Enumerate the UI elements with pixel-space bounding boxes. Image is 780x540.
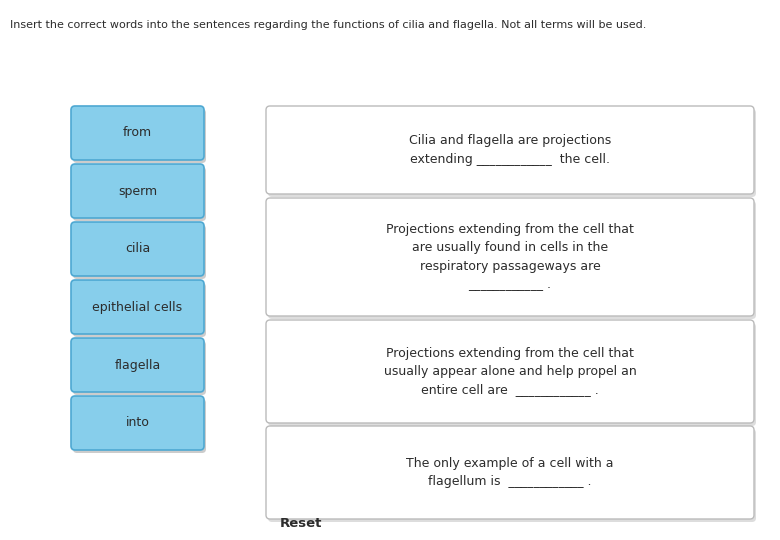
Text: into: into xyxy=(126,416,150,429)
FancyBboxPatch shape xyxy=(71,396,204,450)
Text: Insert the correct words into the sentences regarding the functions of cilia and: Insert the correct words into the senten… xyxy=(10,20,647,30)
Text: cilia: cilia xyxy=(125,242,150,255)
Text: from: from xyxy=(123,126,152,139)
FancyBboxPatch shape xyxy=(71,280,204,334)
FancyBboxPatch shape xyxy=(266,198,754,316)
FancyBboxPatch shape xyxy=(71,338,204,392)
Text: Projections extending from the cell that
usually appear alone and help propel an: Projections extending from the cell that… xyxy=(384,347,636,396)
FancyBboxPatch shape xyxy=(73,109,206,163)
Text: Reset: Reset xyxy=(280,517,322,530)
FancyBboxPatch shape xyxy=(266,320,754,423)
FancyBboxPatch shape xyxy=(73,225,206,279)
FancyBboxPatch shape xyxy=(268,429,756,522)
Text: flagella: flagella xyxy=(115,359,161,372)
Text: sperm: sperm xyxy=(118,185,157,198)
FancyBboxPatch shape xyxy=(268,201,756,319)
FancyBboxPatch shape xyxy=(73,283,206,337)
FancyBboxPatch shape xyxy=(73,341,206,395)
FancyBboxPatch shape xyxy=(268,323,756,426)
FancyBboxPatch shape xyxy=(71,222,204,276)
Text: The only example of a cell with a
flagellum is  ____________ .: The only example of a cell with a flagel… xyxy=(406,457,614,488)
FancyBboxPatch shape xyxy=(268,109,756,197)
Text: Cilia and flagella are projections
extending ____________  the cell.: Cilia and flagella are projections exten… xyxy=(409,134,611,166)
FancyBboxPatch shape xyxy=(73,399,206,453)
FancyBboxPatch shape xyxy=(71,106,204,160)
FancyBboxPatch shape xyxy=(71,164,204,218)
Text: Projections extending from the cell that
are usually found in cells in the
respi: Projections extending from the cell that… xyxy=(386,222,634,291)
FancyBboxPatch shape xyxy=(73,167,206,221)
FancyBboxPatch shape xyxy=(266,426,754,519)
Text: epithelial cells: epithelial cells xyxy=(93,300,183,314)
FancyBboxPatch shape xyxy=(266,106,754,194)
